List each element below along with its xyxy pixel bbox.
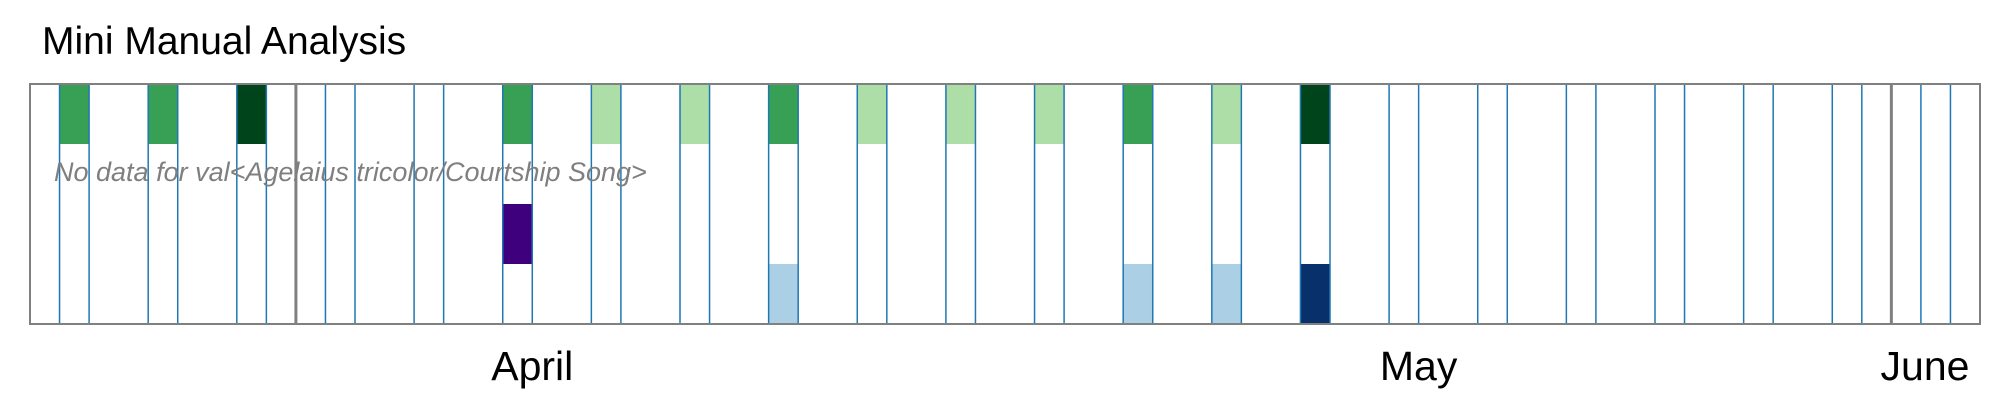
column-outline bbox=[1565, 83, 1597, 325]
month-boundary-layer bbox=[294, 84, 1893, 324]
column-outline bbox=[1831, 83, 1863, 325]
heatmap-cell bbox=[1123, 84, 1153, 144]
heatmap-cell bbox=[148, 84, 178, 144]
plot-frame bbox=[29, 83, 1981, 325]
column-outline bbox=[1476, 83, 1509, 325]
column-outline bbox=[413, 83, 445, 325]
column-outline bbox=[324, 83, 356, 325]
heatmap-cell bbox=[1300, 264, 1330, 324]
heatmap-cell bbox=[1123, 264, 1153, 324]
column-outline bbox=[1920, 83, 1952, 325]
heatmap-cell bbox=[59, 84, 90, 144]
month-label: May bbox=[1380, 343, 1458, 389]
heatmap-cell bbox=[1211, 264, 1242, 324]
heatmap-cell bbox=[857, 84, 887, 144]
heatmap-cell bbox=[1211, 84, 1242, 144]
no-data-annotation: No data for val<Agelaius tricolor/Courts… bbox=[54, 157, 647, 187]
column-outline bbox=[1742, 83, 1774, 325]
heatmap-cell bbox=[1034, 84, 1065, 144]
month-label: June bbox=[1881, 343, 1970, 389]
heatmap-cell bbox=[502, 84, 533, 144]
heatmap-cell bbox=[768, 84, 799, 144]
month-label-layer: April May June bbox=[491, 343, 1969, 389]
column-outline bbox=[1388, 83, 1420, 325]
heatmap-cell bbox=[945, 84, 976, 144]
heatmap-cell bbox=[502, 204, 533, 264]
heatmap-cell bbox=[768, 264, 799, 324]
heatmap-cell bbox=[591, 84, 621, 144]
column-layer bbox=[58, 83, 1952, 325]
month-label: April bbox=[491, 343, 573, 389]
heatmap-cell bbox=[1300, 84, 1330, 144]
heatmap-cell bbox=[680, 84, 710, 144]
heatmap-cell bbox=[236, 84, 267, 144]
column-outline bbox=[1654, 83, 1686, 325]
chart-title: Mini Manual Analysis bbox=[42, 20, 407, 63]
